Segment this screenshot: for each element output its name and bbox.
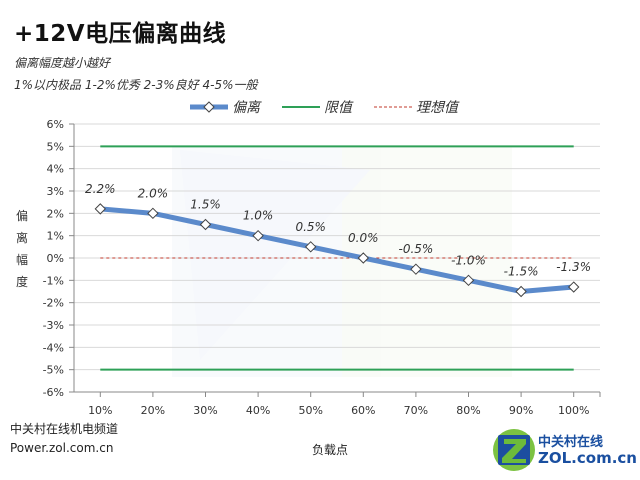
data-point-diamond-icon xyxy=(252,229,264,242)
y-tick-label: -6% xyxy=(43,386,64,399)
y-tick-label: 5% xyxy=(47,140,64,153)
data-point-diamond-icon xyxy=(199,218,212,231)
ideal-dashed-line-icon xyxy=(374,101,412,113)
data-point-diamond-icon xyxy=(304,241,317,253)
x-tick-label: 50% xyxy=(298,404,322,417)
limit-line-icon xyxy=(282,101,320,113)
y-tick-label: 6% xyxy=(47,118,64,131)
chart-title: +12V电压偏离曲线 xyxy=(14,21,227,47)
legend-label-deviation: 偏离 xyxy=(232,100,260,116)
x-axis-ticks: 10% 20% 30% 40% 50% 60% 70% 80% 90% 100% xyxy=(88,392,601,417)
x-tick-label: 40% xyxy=(246,404,270,417)
y-tick-label: 0% xyxy=(47,252,64,265)
chart-series: 2.2% 2.0% 1.5% 1.0% 0.5% 0.0% -0.5% -1.0% -1.5% -… xyxy=(85,145,591,371)
data-point-diamond-icon xyxy=(462,274,475,287)
zol-z-logo-icon xyxy=(493,429,535,471)
y-axis-label: 偏 离 幅 度 xyxy=(14,205,30,293)
x-tick-label: 70% xyxy=(404,404,428,417)
chart-subtitle: 偏离幅度越小越好 xyxy=(14,56,111,70)
watermark xyxy=(172,147,512,377)
x-axis-label: 负载点 xyxy=(312,443,349,457)
y-tick-label: 2% xyxy=(47,207,64,220)
legend-label-limit: 限值 xyxy=(324,100,352,116)
legend-item-ideal: 理想值 xyxy=(374,97,458,117)
data-label: 1.0% xyxy=(243,209,274,223)
data-label: 0.5% xyxy=(295,220,326,234)
x-tick-label: 30% xyxy=(193,404,217,417)
x-tick-label: 90% xyxy=(509,404,533,417)
data-point-diamond-icon xyxy=(147,207,159,220)
y-tick-label: -5% xyxy=(43,364,64,377)
data-label: -0.5% xyxy=(398,242,433,256)
chart-legend: 偏离 限值 理想值 xyxy=(190,97,480,117)
data-point-diamond-icon xyxy=(94,203,107,215)
y-axis-label-char: 偏 xyxy=(15,209,28,223)
data-point-diamond-icon xyxy=(357,252,370,264)
legend-label-ideal: 理想值 xyxy=(416,100,458,116)
legend-item-deviation: 偏离 xyxy=(190,97,260,117)
zol-logo: 中关村在线 ZOL.com.cn xyxy=(492,425,637,475)
rating-scale-note: 1%以内极品 1-2%优秀 2-3%良好 4-5%一般 xyxy=(14,78,258,92)
data-label: -1.3% xyxy=(556,260,591,274)
data-label: 2.0% xyxy=(138,186,169,200)
y-tick-label: 4% xyxy=(47,163,64,176)
y-axis-label-char: 幅 xyxy=(15,253,28,267)
x-tick-label: 100% xyxy=(558,404,589,417)
data-point-diamond-icon xyxy=(410,263,422,275)
deviation-line xyxy=(100,206,574,294)
x-tick-label: 10% xyxy=(88,404,112,417)
source-channel-name: 中关村在线机电频道 xyxy=(10,422,119,436)
data-label: 1.5% xyxy=(190,198,221,212)
x-tick-label: 80% xyxy=(456,404,480,417)
data-label: -1.0% xyxy=(451,253,486,267)
x-tick-label: 60% xyxy=(351,404,375,417)
y-axis-label-char: 度 xyxy=(15,275,28,289)
logo-text-cn: 中关村在线 xyxy=(538,435,604,450)
y-tick-label: 3% xyxy=(47,185,64,198)
logo-text-en: ZOL.com.cn xyxy=(538,449,637,467)
legend-item-limit: 限值 xyxy=(282,97,352,117)
y-tick-label: 1% xyxy=(47,230,64,243)
y-tick-label: -1% xyxy=(43,274,64,287)
data-point-diamond-icon xyxy=(515,285,527,298)
data-label: -1.5% xyxy=(504,265,539,279)
y-tick-label: -2% xyxy=(43,297,64,310)
x-tick-label: 20% xyxy=(141,404,165,417)
source-url: Power.zol.com.cn xyxy=(10,441,114,455)
data-label: 2.2% xyxy=(85,182,116,196)
y-axis-ticks: 6% 5% 4% 3% 2% 1% 0% -1% -2% -3% -4% -5% -6% xyxy=(43,118,74,399)
deviation-line-marker-icon xyxy=(190,101,228,113)
y-axis-label-char: 离 xyxy=(15,231,28,245)
data-point-diamond-icon xyxy=(567,281,580,293)
data-label: 0.0% xyxy=(348,231,379,245)
y-tick-label: -3% xyxy=(43,319,64,332)
y-tick-label: -4% xyxy=(43,341,64,354)
